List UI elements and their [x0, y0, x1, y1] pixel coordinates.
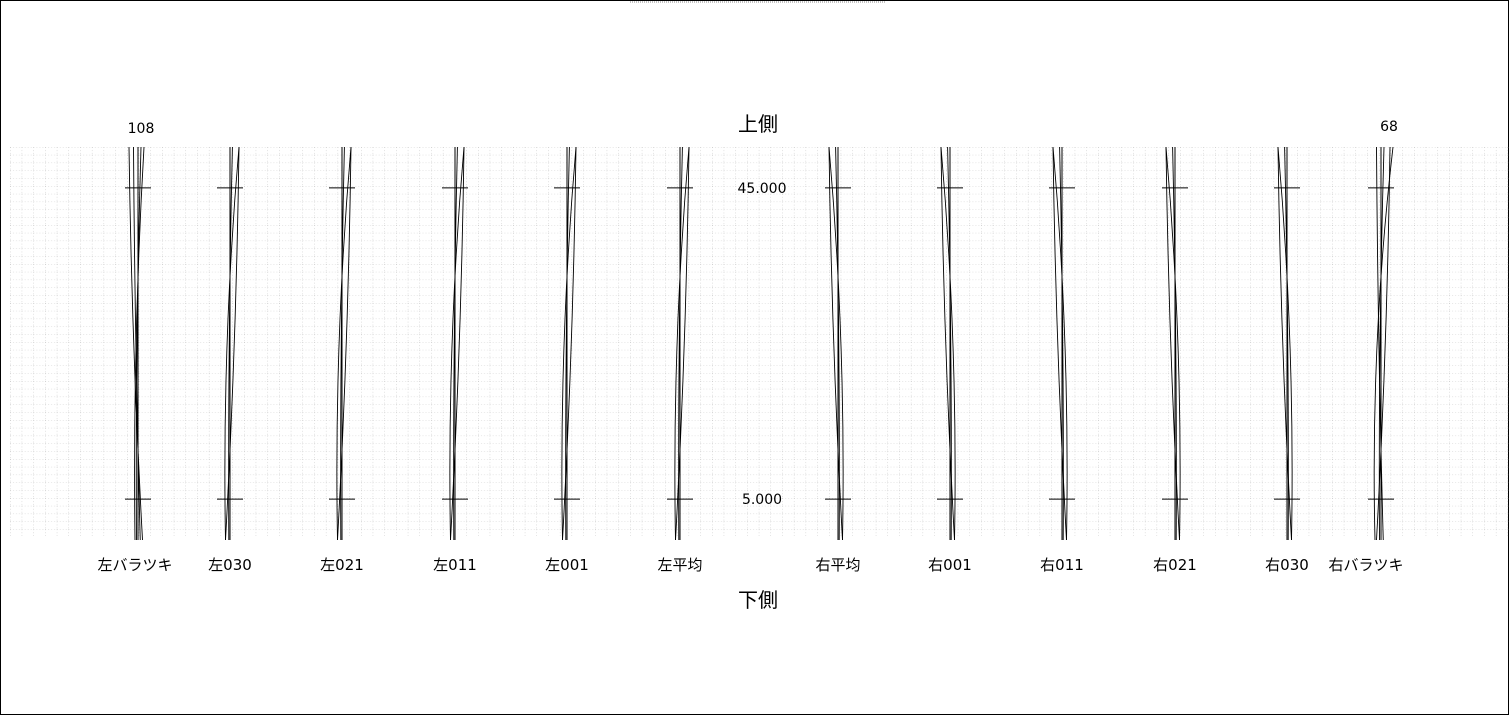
grid-area [10, 147, 1509, 536]
series-1-curve [1373, 146, 1394, 541]
corner-value-left: 108 [128, 121, 155, 137]
column-8 [937, 146, 963, 541]
series-1-curve [940, 146, 956, 541]
series-3-curve [1284, 146, 1289, 541]
category-label: 左バラツキ [97, 556, 172, 574]
column-5 [554, 146, 580, 541]
category-label: 右平均 [815, 556, 860, 574]
series-1-curve [336, 146, 352, 541]
column-11 [1274, 146, 1300, 541]
category-label: 左001 [545, 556, 589, 574]
category-label: 右バラツキ [1328, 556, 1403, 574]
column-9 [1049, 146, 1075, 541]
series-3-curve [1172, 146, 1177, 541]
column-2 [217, 146, 243, 541]
series-3-curve [228, 146, 233, 541]
series-1-curve [224, 146, 240, 541]
corner-value-right: 68 [1380, 119, 1398, 135]
category-label: 右001 [928, 556, 972, 574]
column-4 [442, 146, 468, 541]
series-3-curve [835, 146, 840, 541]
category-label: 右021 [1153, 556, 1197, 574]
column-6 [667, 146, 693, 541]
level-label-lower: 5.000 [742, 492, 782, 508]
chart-columns [125, 146, 1394, 541]
series-1-curve [561, 146, 577, 541]
category-label: 左平均 [657, 556, 702, 574]
level-label-upper: 45.000 [738, 181, 787, 197]
series-1-curve [1052, 146, 1068, 541]
category-labels: 左バラツキ 左030 左021 左011 左001 左平均 右平均 右001 右011 右021 右… [97, 556, 1403, 574]
series-1-curve [828, 146, 844, 541]
series-4-curve [1376, 146, 1391, 541]
series-1-curve [449, 146, 465, 541]
column-3 [329, 146, 355, 541]
series-1-curve [674, 146, 690, 541]
category-label: 左021 [320, 556, 364, 574]
series-3-curve [135, 146, 142, 541]
series-1-curve [1165, 146, 1181, 541]
column-1 [125, 146, 151, 541]
top-label: 上側 [738, 112, 778, 136]
column-7 [825, 146, 851, 541]
category-label: 左030 [208, 556, 252, 574]
category-label: 右011 [1040, 556, 1084, 574]
column-12 [1368, 146, 1394, 541]
series-2-curve [133, 146, 141, 541]
series-4-curve [128, 146, 143, 541]
series-3-curve [340, 146, 345, 541]
series-3-curve [565, 146, 570, 541]
category-label: 左011 [433, 556, 477, 574]
series-3-curve [678, 146, 683, 541]
series-3-curve [1059, 146, 1064, 541]
column-10 [1162, 146, 1188, 541]
series-2-curve [1376, 146, 1384, 541]
bottom-label: 下側 [738, 588, 778, 612]
series-1-curve [1277, 146, 1293, 541]
series-3-curve [947, 146, 952, 541]
series-3-curve [453, 146, 458, 541]
category-label: 右030 [1265, 556, 1309, 574]
